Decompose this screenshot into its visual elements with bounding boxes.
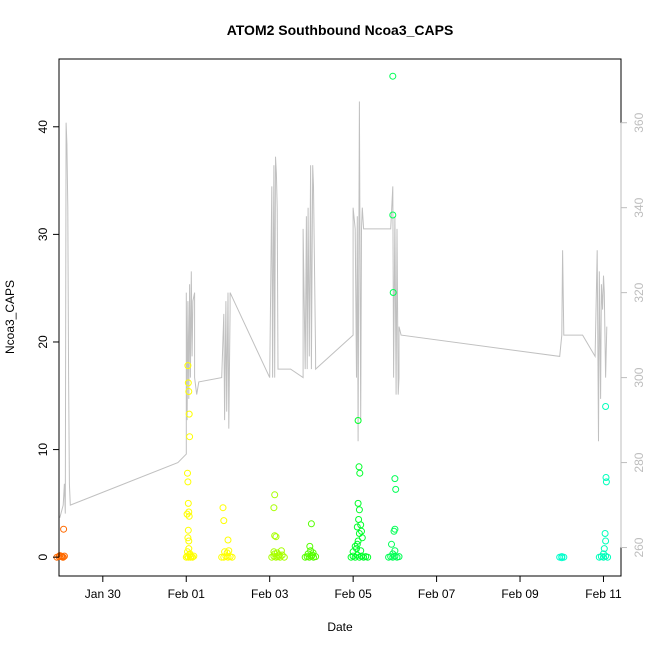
data-point <box>355 506 363 514</box>
x-tick-label: Feb 11 <box>585 587 622 601</box>
data-point <box>309 549 317 557</box>
data-point <box>306 542 314 550</box>
secondary-series-line <box>59 101 608 518</box>
data-point <box>273 549 281 557</box>
data-point <box>190 552 198 560</box>
data-point <box>60 525 68 533</box>
data-point <box>184 499 192 507</box>
chart-title: ATOM2 Southbound Ncoa3_CAPS <box>227 22 454 38</box>
data-point <box>307 520 315 528</box>
x-tick-label: Feb 03 <box>251 587 289 601</box>
data-point <box>185 545 193 553</box>
data-point <box>184 478 192 486</box>
data-point <box>602 474 610 481</box>
data-point <box>356 469 364 477</box>
data-point <box>59 553 67 561</box>
y2-tick-label: 320 <box>632 282 646 302</box>
data-point <box>353 545 360 553</box>
data-point <box>228 553 236 561</box>
data-point <box>600 545 608 553</box>
data-point <box>389 289 397 296</box>
data-point <box>271 532 279 540</box>
data-point <box>185 388 193 395</box>
x-tick-label: Jan 30 <box>85 587 121 601</box>
data-point <box>354 499 362 507</box>
x-axis: Jan 30 Feb 01 Feb 03 Feb 05 Feb 07 Feb 09 Feb … <box>85 575 622 601</box>
y2-tick-label: 260 <box>632 537 646 557</box>
data-point <box>184 469 191 477</box>
data-point <box>186 433 194 441</box>
data-point <box>395 553 403 561</box>
data-point <box>185 410 193 418</box>
data-point <box>357 547 365 555</box>
data-point <box>60 552 68 560</box>
data-point <box>391 475 399 483</box>
data-point <box>225 547 233 555</box>
data-point <box>355 463 363 471</box>
data-point <box>224 536 232 544</box>
data-point <box>271 491 279 499</box>
plot-frame <box>58 58 622 577</box>
y-axis-label: Ncoa3_CAPS <box>3 280 17 354</box>
data-point <box>354 417 362 424</box>
data-point <box>602 537 610 545</box>
data-point <box>358 527 365 535</box>
data-point <box>219 504 227 512</box>
y2-tick-label: 360 <box>632 112 646 132</box>
data-point <box>391 547 399 555</box>
y2-axis: 260 280 300 320 340 360 <box>620 112 646 558</box>
data-point <box>392 485 400 493</box>
x-tick-label: Feb 09 <box>501 587 539 601</box>
data-point <box>389 72 397 80</box>
data-point <box>602 478 610 486</box>
data-point <box>390 527 398 535</box>
y2-tick-label: 340 <box>632 197 646 217</box>
data-point <box>184 362 192 370</box>
data-point <box>270 504 278 512</box>
data-point <box>186 550 194 558</box>
data-point <box>558 554 566 562</box>
y-tick-label: 20 <box>36 335 50 349</box>
data-point <box>184 534 192 542</box>
data-point <box>389 211 397 219</box>
data-point <box>604 553 612 561</box>
y-tick-label: 0 <box>36 554 50 561</box>
points-layer <box>53 72 612 562</box>
data-point <box>364 553 372 561</box>
data-point <box>600 550 607 558</box>
y-tick-label: 40 <box>36 120 50 134</box>
data-point <box>272 533 280 541</box>
data-point <box>601 530 609 537</box>
data-point <box>353 540 361 548</box>
data-point <box>388 540 395 548</box>
x-axis-label: Date <box>327 620 353 634</box>
y-tick-label: 30 <box>36 227 50 241</box>
data-point <box>602 403 610 410</box>
y2-tick-label: 280 <box>632 452 646 472</box>
data-point <box>185 508 193 516</box>
data-point <box>277 547 285 555</box>
data-point <box>184 379 192 387</box>
y-tick-label: 10 <box>36 443 50 457</box>
data-point <box>220 517 228 525</box>
secondary-line-layer <box>59 101 608 518</box>
data-point <box>353 523 361 531</box>
data-point <box>184 526 192 534</box>
data-point <box>358 534 366 542</box>
y2-tick-label: 300 <box>632 367 646 387</box>
data-point <box>185 512 193 520</box>
data-point <box>185 537 193 545</box>
x-tick-label: Feb 01 <box>168 587 206 601</box>
x-tick-label: Feb 07 <box>418 587 456 601</box>
data-point <box>223 549 231 557</box>
data-point <box>183 510 191 518</box>
x-tick-label: Feb 05 <box>334 587 372 601</box>
data-point <box>270 548 278 556</box>
y-axis: 0 10 20 30 40 <box>36 120 60 561</box>
